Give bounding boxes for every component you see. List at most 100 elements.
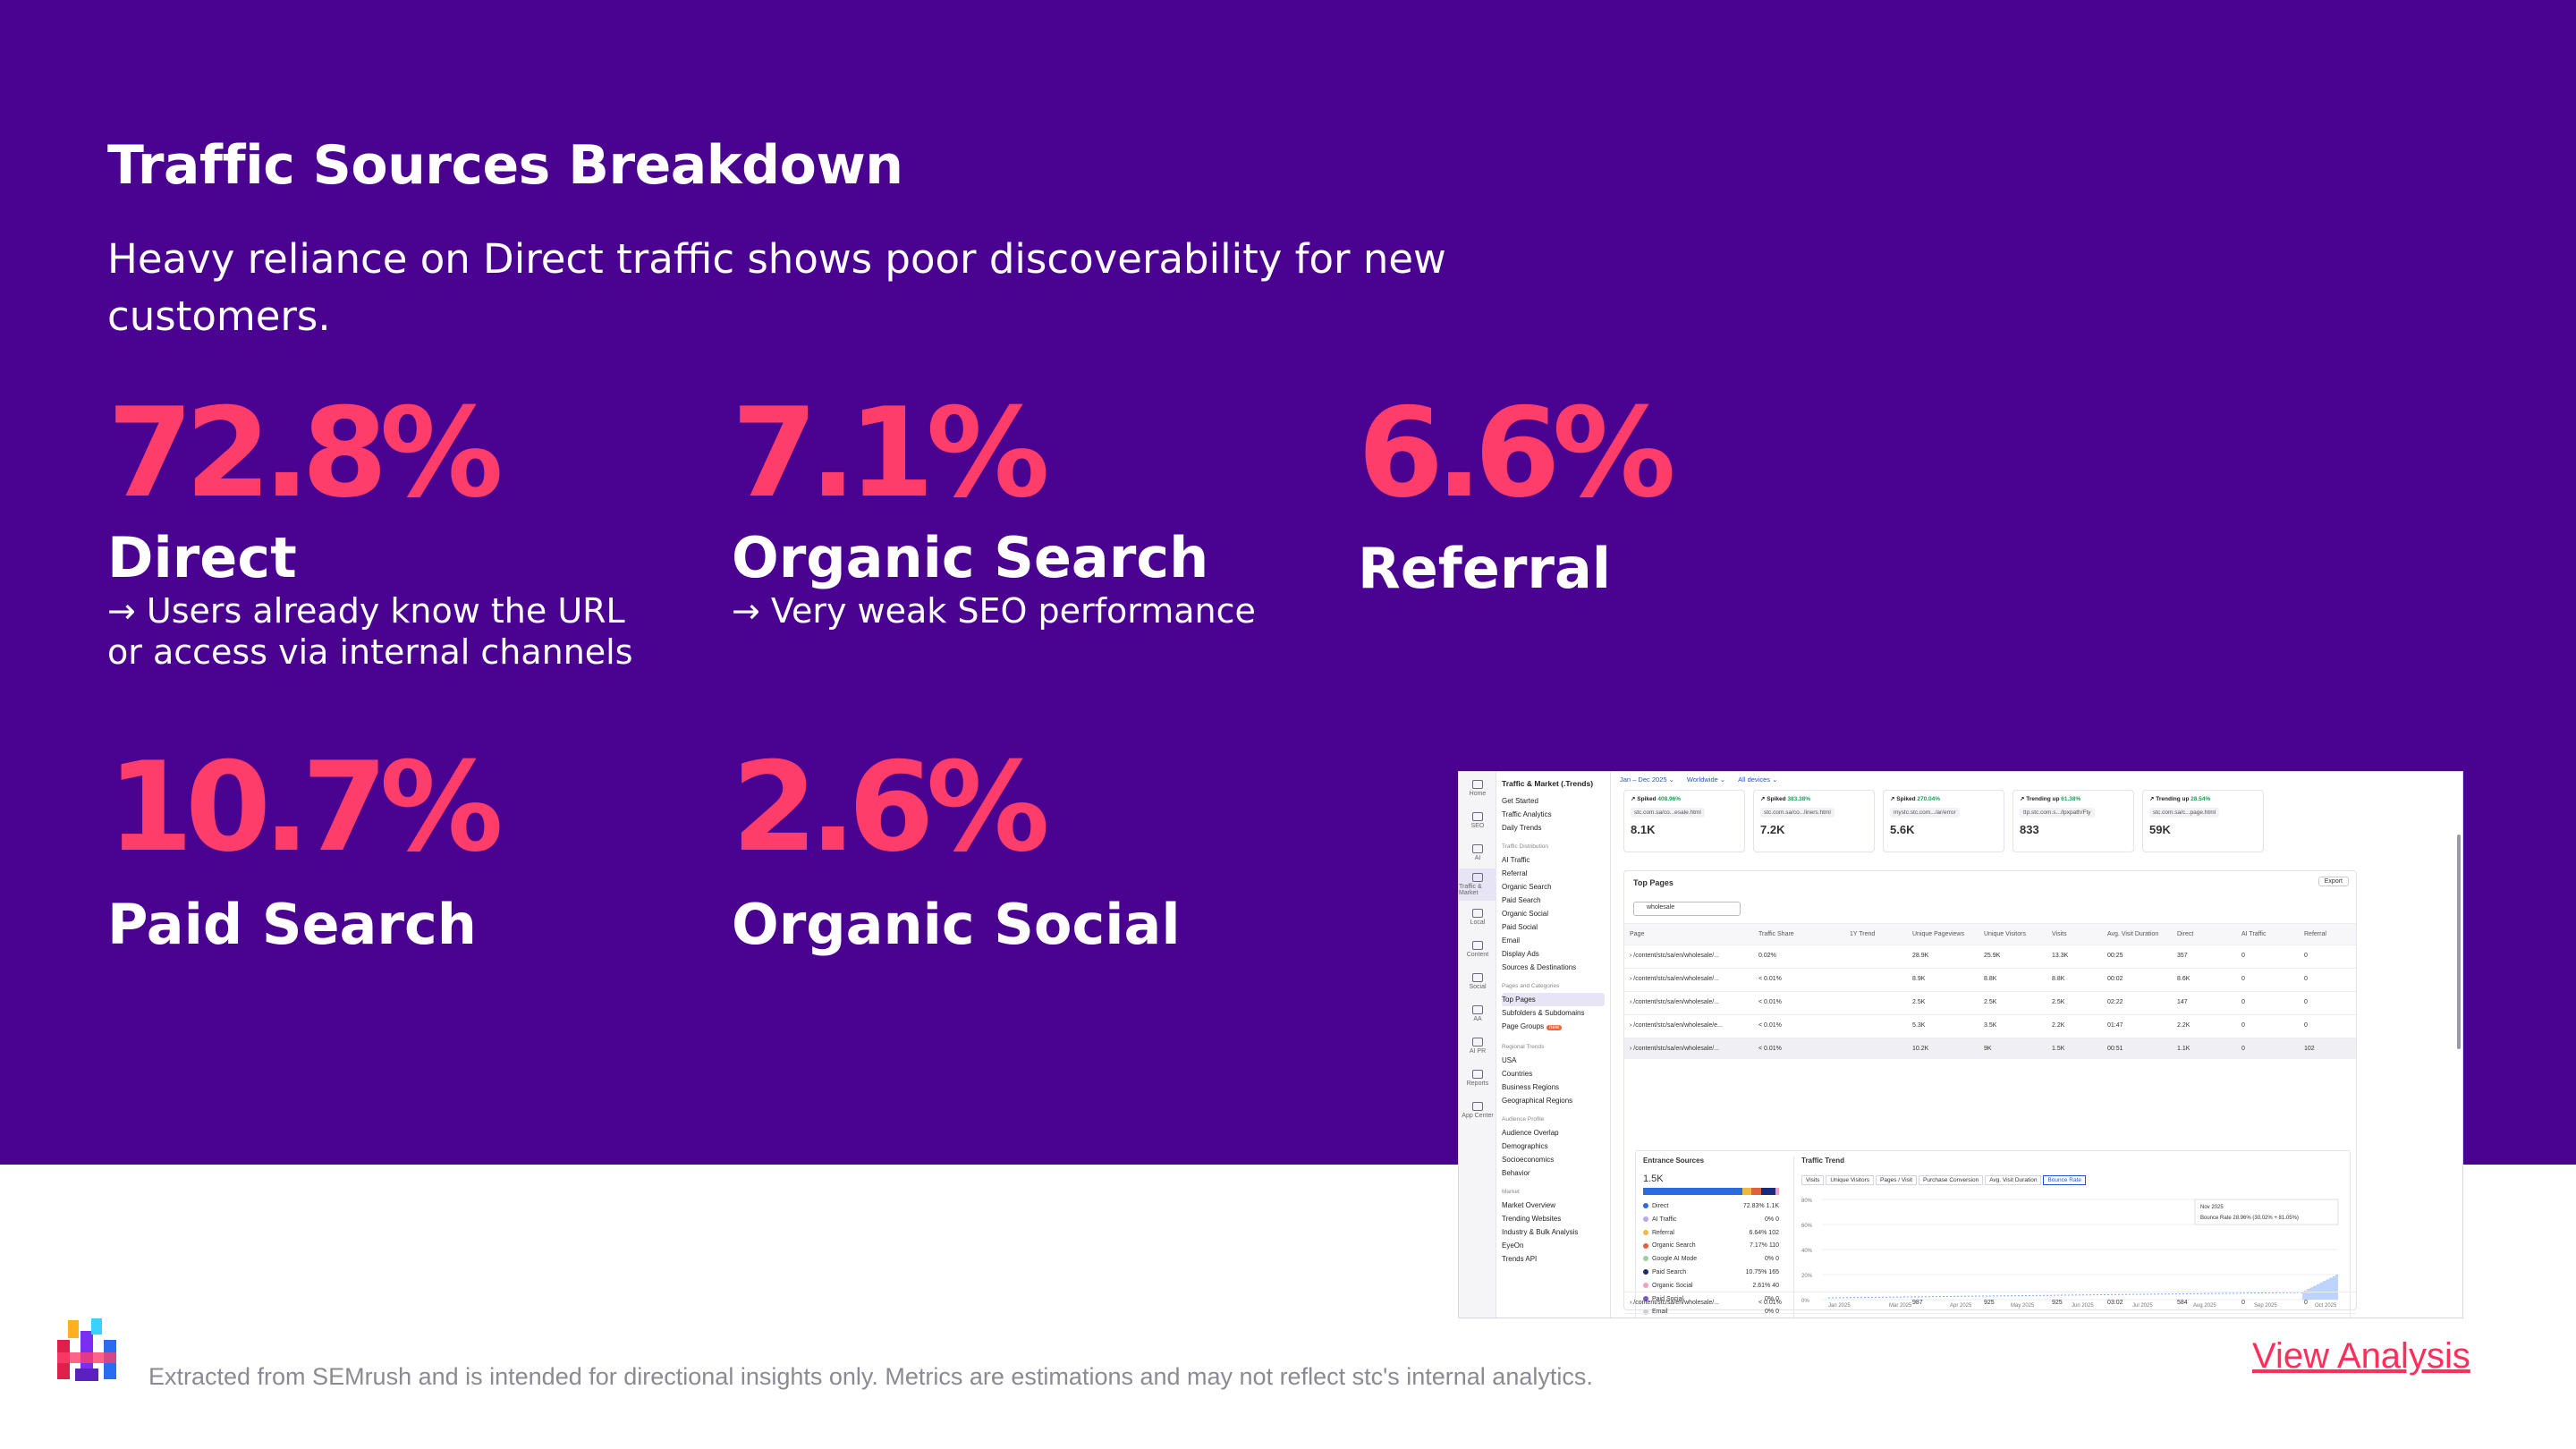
new-badge: new: [1546, 1025, 1563, 1030]
rail-icon: [1472, 811, 1483, 821]
cell: Referral: [2304, 931, 2326, 937]
sidebar-item[interactable]: Demographics: [1502, 1142, 1548, 1150]
y-tick: 20%: [1801, 1274, 1813, 1279]
export-button[interactable]: Export: [2318, 877, 2349, 886]
metric-tab[interactable]: Bounce Rate: [2043, 1175, 2087, 1185]
y-tick: 60%: [1801, 1224, 1813, 1229]
filter-dropdown[interactable]: Worldwide ⌄: [1686, 775, 1726, 784]
card-url: stc.com.sa/c...page.html: [2149, 808, 2220, 818]
sidebar-item[interactable]: Organic Search: [1502, 883, 1552, 891]
sidebar-item[interactable]: Trends API: [1502, 1255, 1538, 1263]
sidebar-item[interactable]: Business Regions: [1502, 1083, 1560, 1091]
source-values: 6.64% 102: [1749, 1229, 1779, 1236]
sidebar-item[interactable]: Geographical Regions: [1502, 1097, 1573, 1105]
rail-item[interactable]: AI PR: [1459, 1030, 1496, 1062]
cell: Page: [1630, 931, 1645, 937]
x-tick: Jul 2025: [2132, 1303, 2153, 1309]
sidebar-item[interactable]: Organic Social: [1502, 910, 1549, 918]
stat-label: Organic Social: [732, 892, 1181, 957]
source-dot: [1643, 1203, 1648, 1209]
view-analysis-link[interactable]: View Analysis: [2252, 1336, 2470, 1376]
cell: 10.2K: [1912, 1046, 1929, 1052]
stack-segment: [1750, 1188, 1761, 1195]
cell: Traffic Share: [1758, 931, 1794, 937]
rail-item[interactable]: Traffic & Market: [1459, 869, 1496, 901]
metric-tab[interactable]: Unique Visitors: [1826, 1175, 1875, 1185]
cell: Visits: [2052, 931, 2067, 937]
sidebar-item[interactable]: Get Started: [1502, 797, 1538, 805]
card-tag: ↗ Trending up 61.38%: [2020, 796, 2081, 802]
card-url: stc.com.sa/co...liners.html: [1760, 808, 1835, 818]
rail-item[interactable]: Home: [1459, 772, 1496, 804]
rail-item[interactable]: App Center: [1459, 1094, 1496, 1126]
stack-segment: [1741, 1188, 1751, 1195]
sidebar-item[interactable]: AI Traffic: [1502, 856, 1530, 864]
stat-direct: 72.8% Direct → Users already know the UR…: [107, 386, 662, 673]
metric-tab[interactable]: Pages / Visit: [1876, 1175, 1918, 1185]
filter-dropdown[interactable]: All devices ⌄: [1738, 775, 1778, 784]
sidebar-item[interactable]: Referral: [1502, 869, 1528, 877]
trend-line: [1827, 1274, 2339, 1299]
cell: 03:02: [2107, 1300, 2123, 1306]
rail-item[interactable]: AA: [1459, 997, 1496, 1030]
rail-item[interactable]: Social: [1459, 965, 1496, 997]
search-input[interactable]: wholesale: [1633, 902, 1741, 916]
rail-item[interactable]: Reports: [1459, 1062, 1496, 1094]
table-row[interactable]: › /content/stc/sa/en/wholesale/...< 0.01…: [1624, 968, 2356, 989]
metric-tab[interactable]: Avg. Visit Duration: [1985, 1175, 2042, 1185]
sidebar: Traffic & Market (.Trends) Get Started Tr…: [1496, 772, 1611, 1318]
sidebar-item[interactable]: Market Overview: [1502, 1201, 1556, 1209]
trend-card[interactable]: ↗ Spiked 383.38% stc.com.sa/co...liners.h…: [1753, 790, 1875, 852]
sidebar-item[interactable]: EyeOn: [1502, 1241, 1524, 1250]
sidebar-item[interactable]: Sources & Destinations: [1502, 963, 1577, 971]
sidebar-item[interactable]: Countries: [1502, 1070, 1533, 1078]
sidebar-group-label: Audience Profile: [1502, 1116, 1545, 1123]
cell: 0: [2304, 1022, 2308, 1029]
sidebar-item[interactable]: Trending Websites: [1502, 1215, 1562, 1223]
expanded-detail: Entrance Sources 1.5K Direct 72.83% 1.1K A…: [1635, 1150, 2351, 1318]
sidebar-item[interactable]: Traffic Analytics: [1502, 810, 1552, 818]
table-row[interactable]: › /content/stc/sa/en/wholesale/...< 0.01…: [1624, 1292, 2356, 1313]
metric-tab[interactable]: Visits: [1801, 1175, 1825, 1185]
sidebar-item[interactable]: Daily Trends: [1502, 824, 1542, 832]
sidebar-item[interactable]: Paid Social: [1502, 923, 1538, 931]
trend-card[interactable]: ↗ Spiked 270.04% mystc.stc.com.../ar/erro…: [1883, 790, 2004, 852]
sidebar-item[interactable]: Top Pages: [1502, 993, 1605, 1006]
card-tag: ↗ Trending up 28.54%: [2149, 796, 2211, 802]
source-name: Google AI Mode: [1643, 1253, 1697, 1267]
source-name: Referral: [1643, 1227, 1674, 1241]
trend-card[interactable]: ↗ Trending up 28.54% stc.com.sa/c...page.…: [2142, 790, 2264, 852]
sidebar-item[interactable]: Socioeconomics: [1502, 1156, 1555, 1164]
source-values: 0% 0: [1765, 1256, 1779, 1263]
cell: 987: [1912, 1300, 1923, 1306]
table-row[interactable]: › /content/stc/sa/en/wholesale/...< 0.01…: [1624, 1038, 2356, 1059]
trend-card[interactable]: ↗ Trending up 61.38% ttp.stc.com.s.../lpx…: [2012, 790, 2134, 852]
sidebar-item[interactable]: Industry & Bulk Analysis: [1502, 1228, 1579, 1236]
scrollbar[interactable]: [2457, 835, 2461, 1049]
sidebar-item[interactable]: Behavior: [1502, 1169, 1530, 1177]
table-row[interactable]: › /content/stc/sa/en/wholesale/e... < 0.0…: [1624, 1014, 2356, 1036]
trend-card[interactable]: ↗ Spiked 408.96% stc.com.sa/co...esale.ht…: [1623, 790, 1745, 852]
filter-dropdown[interactable]: Jan – Dec 2025 ⌄: [1620, 775, 1674, 784]
table-row[interactable]: › /content/stc/sa/en/wholesale/... 0.02% 2…: [1624, 945, 2356, 966]
sidebar-item[interactable]: Audience Overlap: [1502, 1129, 1559, 1137]
sidebar-item[interactable]: Display Ads: [1502, 950, 1539, 958]
rail-item[interactable]: Content: [1459, 933, 1496, 965]
icon-rail: Home SEO AI Traffic & Market Local Content Soc…: [1459, 772, 1496, 1318]
sidebar-item[interactable]: Paid Search: [1502, 896, 1541, 904]
cell: 357: [2177, 953, 2188, 959]
table-row[interactable]: › /content/stc/sa/en/wholesale/...< 0.01…: [1624, 991, 2356, 1013]
sidebar-item[interactable]: Subfolders & Subdomains: [1502, 1009, 1585, 1017]
rail-item[interactable]: AI: [1459, 836, 1496, 869]
stat-note: → Users already know the URL or access v…: [107, 591, 633, 672]
cell: 0: [2304, 976, 2308, 982]
x-tick: Sep 2025: [2254, 1303, 2277, 1309]
sidebar-item[interactable]: Page Groups new: [1502, 1020, 1605, 1035]
rail-item[interactable]: Local: [1459, 901, 1496, 933]
rail-item[interactable]: SEO: [1459, 804, 1496, 836]
sidebar-item[interactable]: Email: [1502, 936, 1521, 945]
metric-tab[interactable]: Purchase Conversion: [1919, 1175, 1984, 1185]
cell: 2.5K: [1912, 999, 1926, 1005]
sidebar-item[interactable]: USA: [1502, 1056, 1517, 1064]
table-row[interactable]: › /content/stc/sa/en/wholesale/...< 0.01…: [1624, 1313, 2356, 1318]
